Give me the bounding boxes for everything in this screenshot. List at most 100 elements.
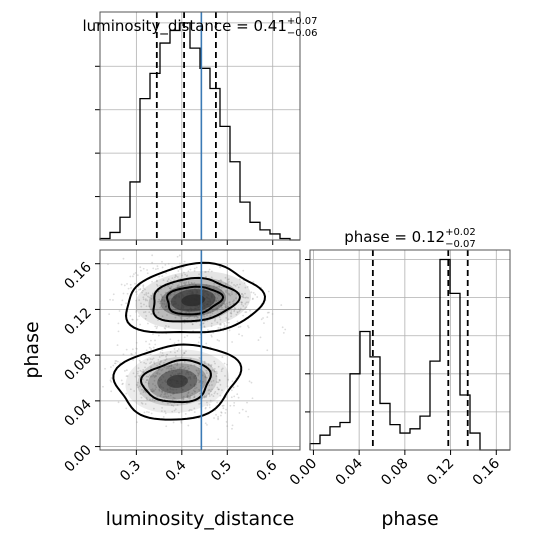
sample-point-12 <box>159 306 162 309</box>
sample-point-1263 <box>142 389 145 392</box>
luminosity-distance-marginal-ticks <box>95 22 274 245</box>
sample-point-691 <box>168 365 171 368</box>
sample-point-168 <box>194 375 196 378</box>
sample-point-361 <box>214 318 217 320</box>
sample-point-477 <box>149 398 151 401</box>
sample-point-136 <box>142 371 145 373</box>
sample-point-377 <box>146 269 148 271</box>
sample-point-914 <box>187 373 190 376</box>
sample-point-383 <box>172 405 175 407</box>
sample-point-443 <box>141 402 144 405</box>
sample-point-340 <box>219 279 222 282</box>
sample-point-979 <box>143 361 146 364</box>
sample-point-378 <box>140 396 143 399</box>
sample-point-226 <box>243 282 246 284</box>
sample-point-1102 <box>142 267 145 270</box>
sample-point-827 <box>230 281 233 284</box>
sample-point-949 <box>187 388 190 391</box>
sample-point-892 <box>204 422 207 425</box>
sample-point-880 <box>208 393 211 395</box>
sample-point-1082 <box>225 304 227 307</box>
joint-distribution-contours <box>112 261 267 421</box>
sample-point-1346 <box>210 393 213 396</box>
sample-point-221 <box>169 387 171 389</box>
sample-point-806 <box>168 287 171 289</box>
sample-point-363 <box>150 366 152 369</box>
sample-point-401 <box>237 326 240 329</box>
sample-point-139 <box>178 372 180 375</box>
sample-point-970 <box>196 316 199 319</box>
luminosity-distance-title-text: luminosity_distance = 0.41 <box>82 17 286 36</box>
sample-point-204 <box>219 394 222 397</box>
sample-point-313 <box>226 289 228 292</box>
sample-point-385 <box>206 423 208 426</box>
sample-point-74 <box>113 362 116 365</box>
sample-point-1359 <box>186 396 189 399</box>
sample-point-676 <box>137 288 140 291</box>
sample-point-664 <box>227 318 230 321</box>
sample-point-1230 <box>126 282 128 285</box>
sample-point-693 <box>245 296 248 299</box>
sample-point-26 <box>171 410 174 413</box>
sample-point-1340 <box>247 415 250 418</box>
sample-point-987 <box>170 368 173 371</box>
sample-point-720 <box>145 349 148 352</box>
sample-point-731 <box>229 294 232 297</box>
sample-point-1254 <box>218 379 221 381</box>
sample-point-951 <box>197 367 200 370</box>
sample-point-1048 <box>137 386 139 389</box>
sample-point-1181 <box>154 339 156 342</box>
sample-point-975 <box>226 302 228 305</box>
sample-point-956 <box>234 307 237 310</box>
sample-point-374 <box>157 334 160 337</box>
sample-point-266 <box>165 325 167 327</box>
sample-point-740 <box>102 385 104 388</box>
sample-point-20 <box>216 297 219 300</box>
sample-point-1190 <box>216 386 219 389</box>
sample-point-1018 <box>244 286 247 289</box>
sample-point-1261 <box>166 280 169 282</box>
luminosity-distance-title-lower-error: −0.06 <box>287 28 318 39</box>
sample-point-43 <box>182 397 185 400</box>
y-axis-label-phase: phase <box>21 321 43 378</box>
sample-point-907 <box>199 380 201 382</box>
sample-point-1104 <box>166 280 169 283</box>
sample-point-84 <box>166 365 169 368</box>
sample-point-1259 <box>107 263 109 266</box>
sample-point-223 <box>134 272 137 274</box>
sample-point-101 <box>241 293 243 295</box>
sample-point-497 <box>158 368 161 370</box>
sample-point-300 <box>187 282 190 285</box>
sample-point-114 <box>186 274 189 277</box>
sample-point-986 <box>152 407 155 410</box>
joint-distribution-panel: 0.3 0.4 0.5 0.6 0.00 0.04 0.08 0.12 0.16 <box>61 249 301 485</box>
sample-point-545 <box>158 386 161 389</box>
sample-point-836 <box>193 385 196 388</box>
sample-point-839 <box>189 378 192 380</box>
sample-point-1195 <box>247 296 249 299</box>
sample-point-175 <box>125 302 127 305</box>
sample-point-1198 <box>224 375 226 377</box>
sample-point-974 <box>210 380 213 383</box>
sample-point-530 <box>189 371 192 374</box>
sample-point-146 <box>217 326 220 329</box>
sample-point-1 <box>217 381 220 384</box>
sample-point-879 <box>181 389 184 391</box>
sample-point-375 <box>131 353 133 356</box>
sample-point-429 <box>266 316 269 318</box>
luminosity-distance-marginal-frame <box>99 11 301 241</box>
sample-point-1374 <box>214 390 217 393</box>
sample-point-1170 <box>135 311 138 313</box>
sample-point-205 <box>164 412 167 415</box>
sample-point-144 <box>164 296 167 299</box>
sample-point-347 <box>181 280 184 283</box>
sample-point-1200 <box>220 368 223 371</box>
contour-line-1 <box>152 276 241 323</box>
sample-point-804 <box>235 293 238 295</box>
sample-point-272 <box>251 297 254 300</box>
sample-point-619 <box>222 299 225 302</box>
sample-point-256 <box>210 364 213 366</box>
sample-point-147 <box>146 411 148 413</box>
sample-point-595 <box>157 379 160 381</box>
sample-point-194 <box>213 282 216 285</box>
